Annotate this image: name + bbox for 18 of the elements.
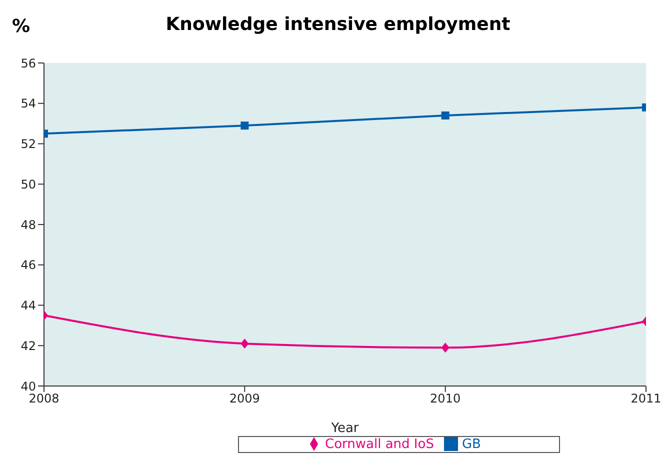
y-tick-label: 54 xyxy=(20,96,36,111)
x-tick-label: 2010 xyxy=(430,392,461,406)
x-axis-title: Year xyxy=(330,421,360,436)
y-tick-label: 56 xyxy=(20,56,36,70)
legend-label: Cornwall and IoS xyxy=(325,437,434,452)
y-tick-label: 48 xyxy=(20,218,36,232)
y-tick-label: 40 xyxy=(20,379,36,394)
x-tick-label: 2009 xyxy=(229,392,260,406)
chart-title: Knowledge intensive employment xyxy=(166,14,510,35)
y-axis-title: % xyxy=(12,16,30,37)
y-tick-label: 44 xyxy=(20,298,36,313)
legend-label: GB xyxy=(462,437,481,452)
y-tick-label: 42 xyxy=(20,338,36,353)
x-tick-label: 2011 xyxy=(630,392,662,406)
y-tick-label: 52 xyxy=(20,137,36,152)
y-tick-label: 50 xyxy=(20,177,36,192)
y-tick-label: 46 xyxy=(20,258,36,272)
x-tick-label: 2008 xyxy=(28,392,60,406)
